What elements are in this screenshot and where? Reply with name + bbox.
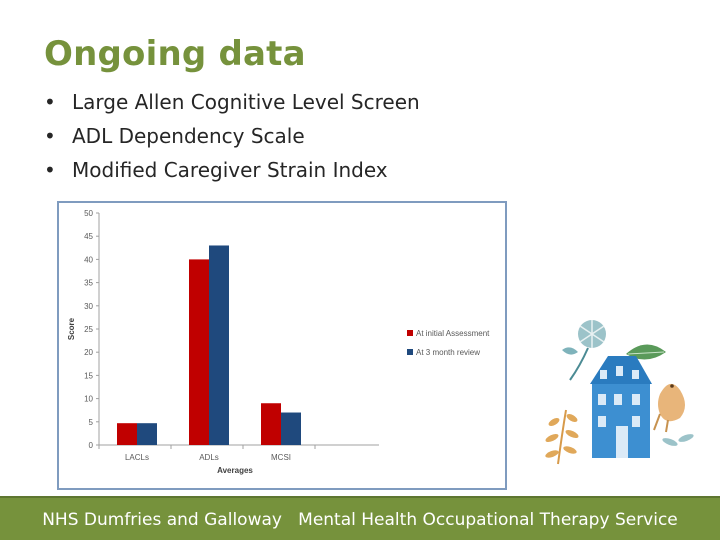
bar-review-lacls <box>137 423 157 445</box>
x-tick-label: MCSI <box>271 453 291 462</box>
flower-pattern-icon <box>579 320 605 348</box>
bullet-list: • Large Allen Cognitive Level Screen • ADL… <box>44 88 420 190</box>
x-axis-title: Averages <box>217 466 253 475</box>
bullet-marker: • <box>44 90 56 114</box>
bullet-marker: • <box>44 158 56 182</box>
bullet-item: • Modified Caregiver Strain Index <box>44 156 420 190</box>
y-tick-label: 25 <box>84 325 93 334</box>
bullet-text: ADL Dependency Scale <box>72 124 305 148</box>
house-windows-icon <box>598 366 640 427</box>
legend-swatch <box>407 330 413 336</box>
chart-frame: 0 5 10 15 20 25 30 35 40 45 50 LACLs ADLs MCSI Average… <box>57 201 507 490</box>
leaf-vein-icon <box>627 351 665 355</box>
bird-legs-icon <box>653 413 669 433</box>
bar-review-adls <box>209 245 229 445</box>
bullet-marker: • <box>44 124 56 148</box>
footer-text: NHS Dumfries and Galloway Mental Health … <box>42 510 678 530</box>
bar-initial-adls <box>189 259 209 445</box>
bird-icon <box>658 383 685 422</box>
legend-swatch <box>407 349 413 355</box>
bird-eye-icon <box>670 384 674 388</box>
bullet-text: Large Allen Cognitive Level Screen <box>72 90 420 114</box>
bullet-item: • Large Allen Cognitive Level Screen <box>44 88 420 122</box>
legend-label: At initial Assessment <box>416 329 490 338</box>
y-tick-label: 0 <box>89 441 94 450</box>
bar-initial-lacls <box>117 423 137 445</box>
house-door-icon <box>616 426 628 458</box>
y-tick-label: 50 <box>84 209 93 218</box>
slide-title: Ongoing data <box>44 34 306 74</box>
y-tick-label: 10 <box>84 395 93 404</box>
leaf-icon <box>562 347 578 355</box>
x-tick-label: ADLs <box>199 453 219 462</box>
sprig-icon <box>662 434 694 446</box>
stem-icon <box>569 347 589 381</box>
bullet-text: Modified Caregiver Strain Index <box>72 158 388 182</box>
footer-bar: NHS Dumfries and Galloway Mental Health … <box>0 496 720 540</box>
y-tick-label: 30 <box>84 302 93 311</box>
y-tick-label: 15 <box>84 371 93 380</box>
y-tick-label: 40 <box>84 255 93 264</box>
bar-chart: 0 5 10 15 20 25 30 35 40 45 50 LACLs ADLs MCSI Average… <box>67 209 490 475</box>
y-tick-label: 35 <box>84 279 93 288</box>
x-tick-label: LACLs <box>125 453 149 462</box>
house-bird-leaves-illustration <box>545 320 694 465</box>
y-tick-label: 45 <box>84 232 93 241</box>
fern-leaves-icon <box>545 414 579 458</box>
legend-label: At 3 month review <box>416 348 480 357</box>
fern-stem-icon <box>557 409 567 465</box>
bullet-item: • ADL Dependency Scale <box>44 122 420 156</box>
y-tick-label: 20 <box>84 348 93 357</box>
y-tick-label: 5 <box>89 418 94 427</box>
y-axis-title: Score <box>67 317 76 340</box>
bar-initial-mcsi <box>261 403 281 445</box>
bar-review-mcsi <box>281 412 301 445</box>
large-leaf-icon <box>626 344 666 360</box>
